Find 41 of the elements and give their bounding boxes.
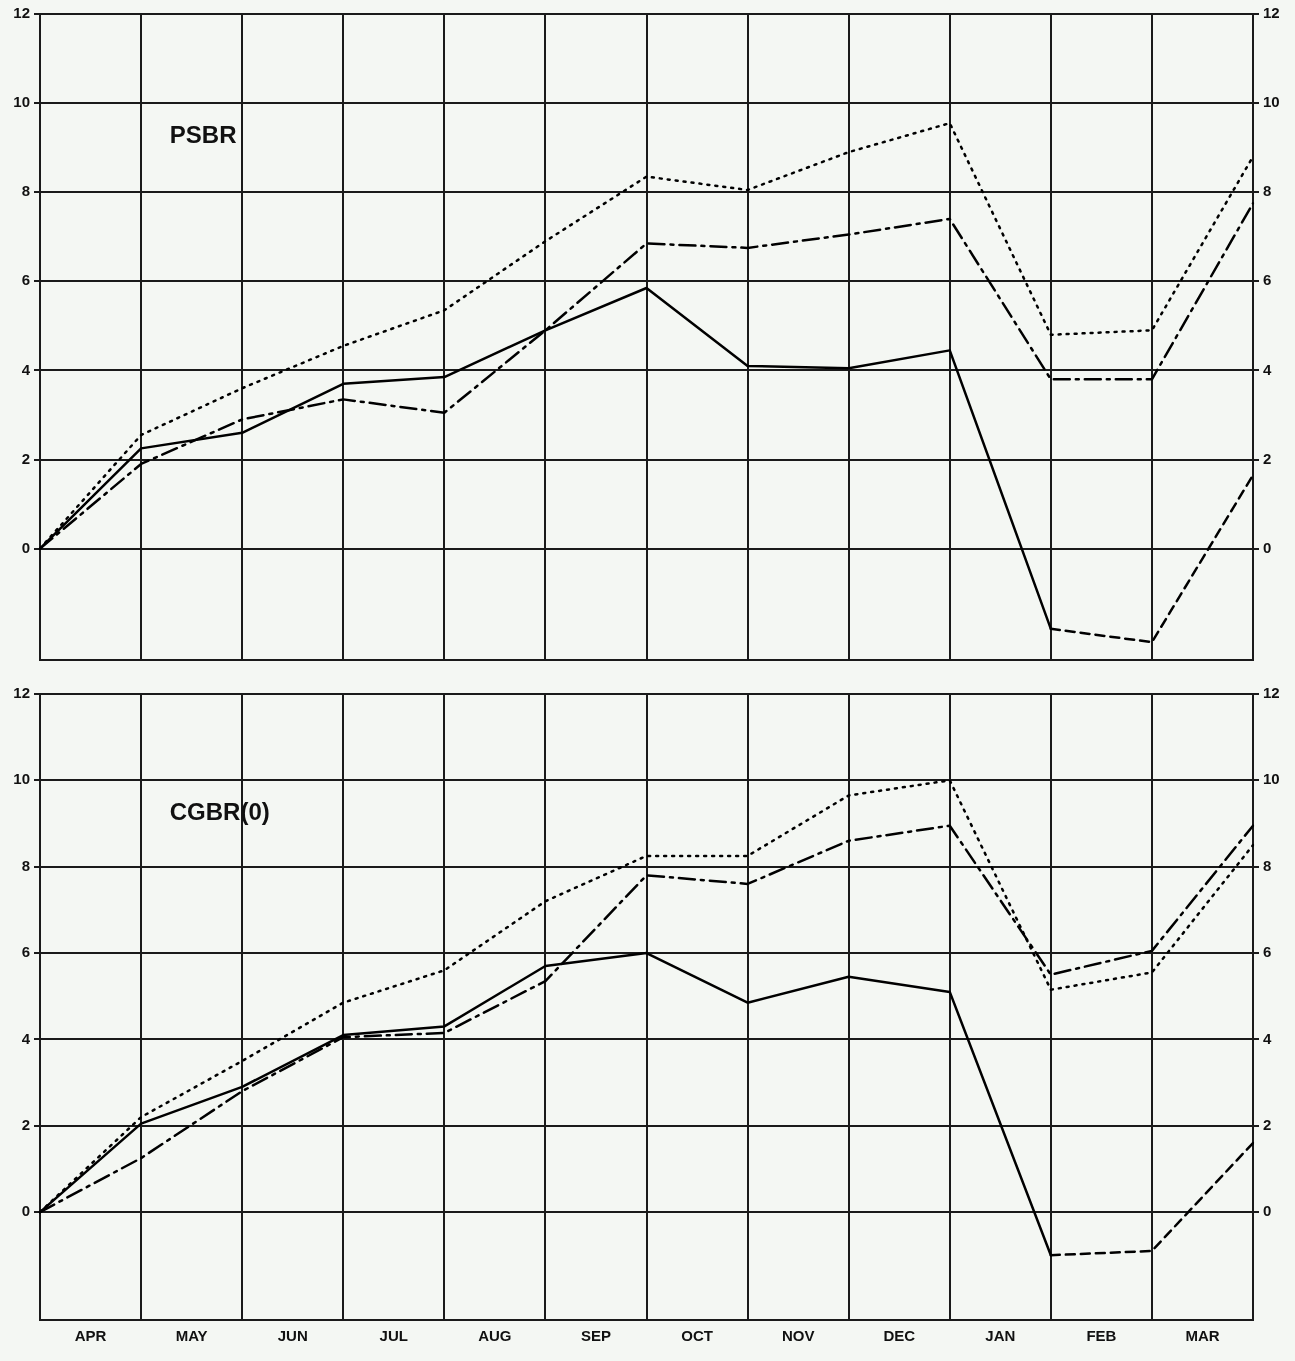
x-tick-label: FEB (1086, 1327, 1117, 1345)
text: PSBR (169, 121, 237, 149)
x-tick-label: MAY (175, 1327, 208, 1345)
y2-tick-label: 2 (1263, 1115, 1272, 1133)
y2-tick-label: 8 (1263, 856, 1272, 874)
y2-tick-label: 12 (1263, 4, 1280, 22)
y-tick-label: 10 (13, 93, 30, 111)
x-tick-label: JUL (379, 1327, 408, 1345)
y-tick-label: 12 (13, 684, 30, 702)
y2-tick-label: 0 (1263, 538, 1272, 556)
y2-tick-label: 6 (1263, 943, 1272, 961)
y-tick-label: 8 (21, 182, 30, 200)
y-tick-label: 0 (21, 1202, 30, 1220)
y-tick-label: 2 (21, 449, 30, 467)
y2-tick-label: 2 (1263, 449, 1272, 467)
y-tick-label: 2 (21, 1115, 30, 1133)
y2-tick-label: 4 (1263, 1029, 1272, 1047)
x-tick-label: JUN (277, 1327, 308, 1345)
y2-tick-label: 8 (1263, 182, 1272, 200)
y-tick-label: 4 (21, 1029, 31, 1047)
x-tick-label: NOV (781, 1327, 815, 1345)
y2-tick-label: 10 (1263, 93, 1280, 111)
y2-tick-label: 6 (1263, 271, 1272, 289)
y-tick-label: 6 (21, 943, 30, 961)
y-tick-label: 10 (13, 770, 30, 788)
y-tick-label: 0 (21, 538, 30, 556)
y2-tick-label: 12 (1263, 684, 1280, 702)
x-tick-label: JAN (985, 1327, 1016, 1345)
y2-tick-label: 10 (1263, 770, 1280, 788)
x-tick-label: DEC (883, 1327, 916, 1345)
y2-tick-label: 0 (1263, 1202, 1272, 1220)
y-tick-label: 4 (21, 360, 31, 378)
x-tick-label: MAR (1185, 1327, 1220, 1345)
y-tick-label: 6 (21, 271, 30, 289)
y2-tick-label: 4 (1263, 360, 1272, 378)
x-tick-label: SEP (580, 1327, 611, 1345)
y-tick-label: 8 (21, 856, 30, 874)
x-tick-label: APR (74, 1327, 107, 1345)
x-tick-label: AUG (478, 1327, 512, 1345)
x-tick-label: OCT (681, 1327, 713, 1345)
y-tick-label: 12 (13, 4, 30, 22)
